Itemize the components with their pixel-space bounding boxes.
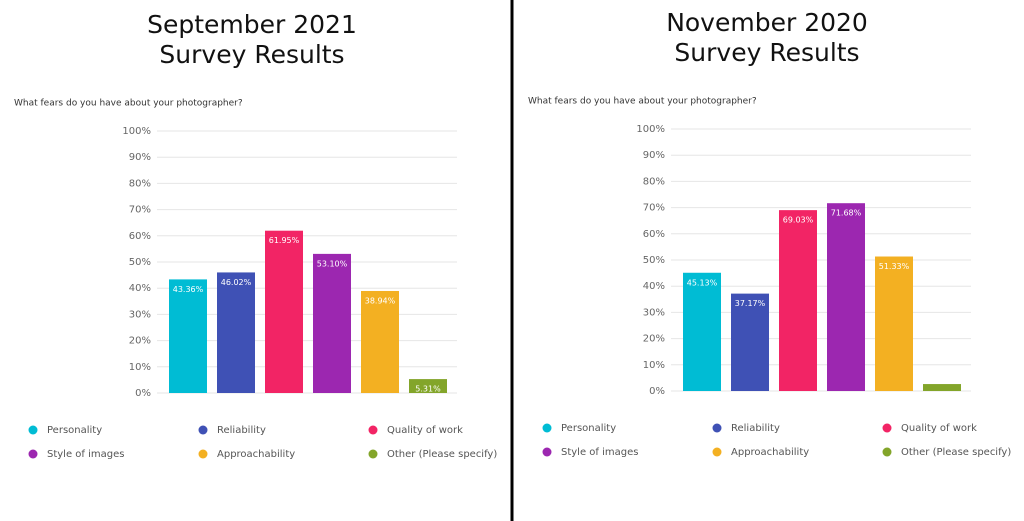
y-tick-label: 20% [643,334,665,345]
bar [361,290,399,393]
legend-label: Other (Please specify) [387,449,497,460]
legend-marker [882,447,892,457]
legend-marker [198,425,208,435]
y-tick-label: 10% [643,360,665,371]
value-label: 51.33% [879,262,910,271]
y-tick-label: 40% [643,281,665,292]
y-tick-label: 0% [649,386,665,397]
bar [731,293,769,391]
legend-label: Style of images [561,447,638,458]
value-label: 53.10% [317,259,348,268]
legend-label: Other (Please specify) [901,447,1011,458]
y-tick-label: 90% [643,150,665,161]
legend-marker [28,449,38,459]
y-tick-label: 80% [129,178,151,189]
bar [683,272,721,391]
chart-subtitle: What fears do you have about your photog… [528,97,757,107]
y-tick-label: 80% [643,176,665,187]
y-tick-label: 30% [643,307,665,318]
legend-label: Approachability [217,449,295,460]
y-tick-label: 20% [129,336,151,347]
y-tick-label: 50% [643,255,665,266]
value-label: 46.02% [221,278,252,287]
chart-title: Survey Results [674,38,859,67]
y-tick-label: 100% [636,124,665,135]
legend-marker [368,449,378,459]
chart-title: Survey Results [159,40,344,69]
y-tick-label: 90% [129,152,151,163]
y-tick-label: 100% [122,126,151,137]
y-tick-label: 70% [129,205,151,216]
bar [169,279,207,393]
legend-marker [712,447,722,457]
legend-marker [198,449,208,459]
legend-label: Personality [47,425,102,436]
legend-marker [542,423,552,433]
chart-subtitle: What fears do you have about your photog… [14,99,243,109]
chart-title: November 2020 [666,8,868,37]
y-tick-label: 10% [129,362,151,373]
value-label: 37.17% [735,299,766,308]
bar [313,253,351,393]
legend-label: Approachability [731,447,809,458]
bar [409,379,447,393]
value-label: 71.68% [831,209,862,218]
bar [923,384,961,391]
value-label: 61.95% [269,236,300,245]
legend-marker [542,447,552,457]
value-label: 69.03% [783,216,814,225]
bar [875,256,913,391]
y-tick-label: 70% [643,203,665,214]
y-tick-label: 40% [129,283,151,294]
bar [827,203,865,391]
legend-marker [368,425,378,435]
y-tick-label: 30% [129,309,151,320]
legend-marker [712,423,722,433]
bar [265,230,303,393]
bar [779,210,817,391]
bar [217,272,255,393]
y-tick-label: 60% [643,229,665,240]
legend-label: Style of images [47,449,124,460]
legend-marker [882,423,892,433]
y-tick-label: 0% [135,388,151,399]
value-label: 43.36% [173,285,204,294]
y-tick-label: 60% [129,231,151,242]
legend-label: Personality [561,423,616,434]
value-label: 38.94% [365,296,396,305]
legend-label: Quality of work [387,425,463,436]
y-tick-label: 50% [129,257,151,268]
value-label: 45.13% [687,278,718,287]
value-label: 5.31% [415,385,441,394]
legend-label: Reliability [731,423,780,434]
legend-label: Quality of work [901,423,977,434]
chart-title: September 2021 [147,10,357,39]
legend-marker [28,425,38,435]
legend-label: Reliability [217,425,266,436]
